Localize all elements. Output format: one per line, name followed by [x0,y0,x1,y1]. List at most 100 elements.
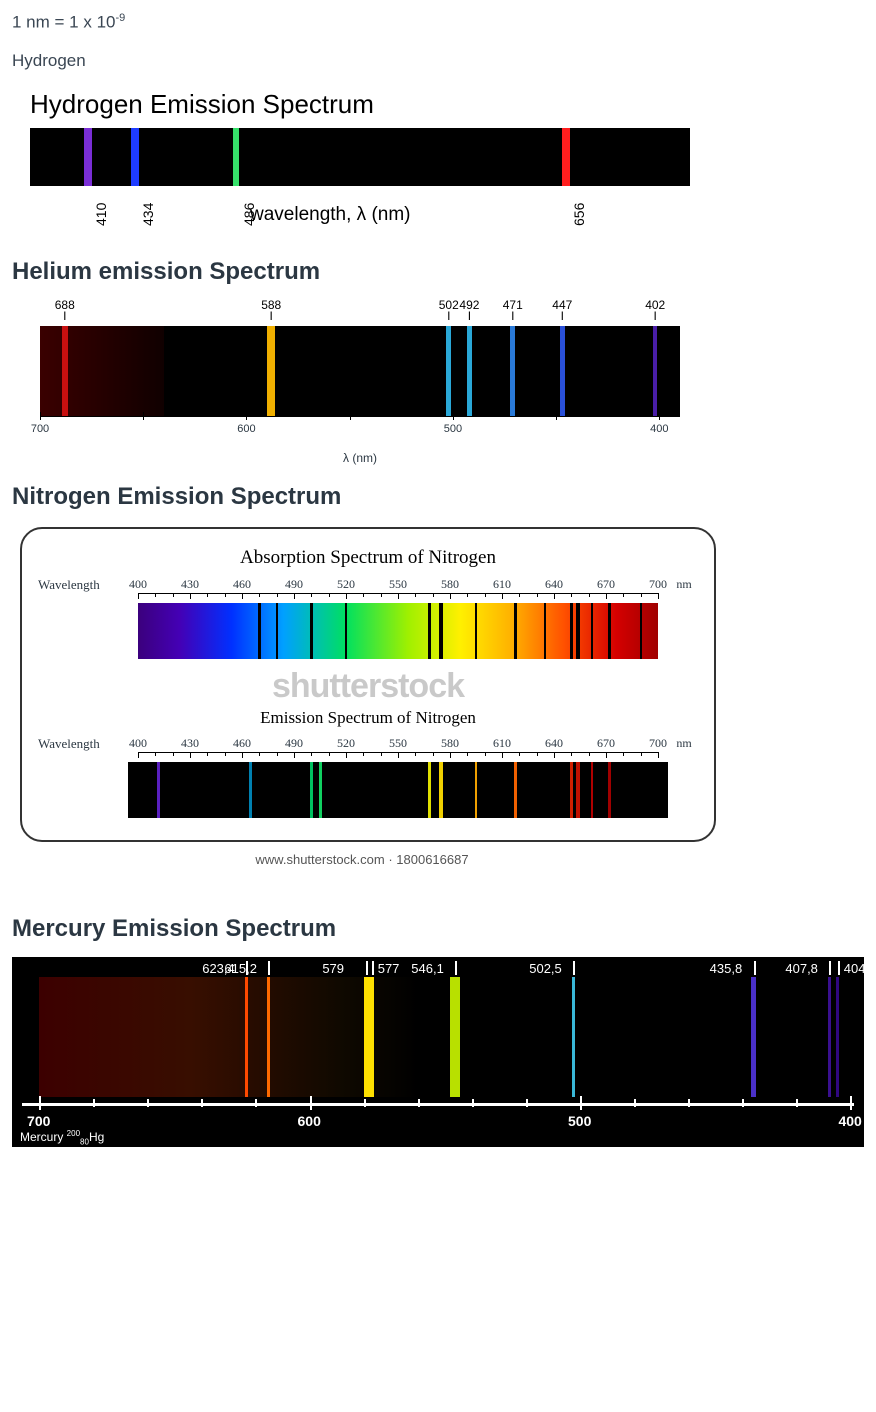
mercury-axis-label-400: 400 [838,1113,861,1129]
mercury-top-tick [838,961,840,975]
n-ruler-tick [433,752,434,756]
n-abs-line-690 [640,603,642,659]
n-ruler-tick [519,752,520,756]
helium-top-label-688: 688I [50,298,80,320]
n-ruler-tick [138,752,139,758]
mercury-axis-label-600: 600 [298,1113,321,1129]
n-abs-line-480 [276,603,278,659]
n-abs-line-575 [439,603,443,659]
n-ruler-tick [658,752,659,758]
mercury-top-tick [573,961,575,975]
n-em-line-575 [439,762,443,818]
n-ruler-tick [346,593,347,599]
helium-tick [659,412,660,420]
helium-axis-label-400: 400 [650,423,668,435]
mercury-top-tick [268,961,270,975]
helium-tick [350,412,351,420]
n-ruler-tick [138,593,139,599]
n-abs-line-520 [345,603,347,659]
hydrogen-wavelength-labels: wavelength, λ (nm) 410434486656 [30,192,690,240]
n-em-line-465 [249,762,252,818]
n-em-line-662 [591,762,593,818]
cover [38,762,128,818]
mercury-axis-tick [526,1099,528,1107]
n-em-line-500 [310,762,313,818]
mercury-title: Mercury Emission Spectrum [12,915,864,943]
unit-definition: 1 nm = 1 x 10-9 [12,12,864,33]
mercury-top-tick [754,961,756,975]
n-tick-670: 670 [597,736,615,751]
n-tick-460: 460 [233,736,251,751]
n-tick-430: 430 [181,577,199,592]
n-ruler-tick [450,593,451,599]
n-ruler-tick [589,593,590,597]
helium-axis-label: λ (nm) [20,451,700,465]
mercury-axis-tick [580,1096,582,1110]
hydrogen-label-410: 410 [93,202,109,225]
n-em-outer [38,762,698,818]
mercury-axis-tick [255,1099,257,1107]
mercury-axis-tick [796,1099,798,1107]
helium-line-688 [62,326,68,416]
n-em-line-568 [428,762,431,818]
n-ruler-tick [433,593,434,597]
helium-top-label-447: 447I [547,298,577,320]
n-ruler-tick [450,752,451,758]
n-ruler-tick [259,752,260,756]
mercury-top-label-502,5: 502,5 [529,961,562,976]
n-tick-550: 550 [389,577,407,592]
nitrogen-absorption-band [38,603,698,659]
n-abs-line-650 [570,603,573,659]
n-ruler-tick [259,593,260,597]
n-tick-520: 520 [337,736,355,751]
mercury-line-623.4 [245,977,248,1097]
helium-axis-label-600: 600 [237,423,255,435]
n-ruler-tick [242,593,243,599]
hydrogen-label-486: 486 [241,202,257,225]
n-ruler-tick [207,593,208,597]
helium-axis-label-500: 500 [444,423,462,435]
hydrogen-line-410 [84,128,92,186]
n-ruler-tick [571,752,572,756]
n-tick-400: 400 [129,577,147,592]
n-ruler-tick [190,593,191,599]
n-tick-640: 640 [545,736,563,751]
helium-top-label-471: 471I [498,298,528,320]
n-tick-610: 610 [493,736,511,751]
mercury-line-546.1 [450,977,460,1097]
n-ruler-tick [225,752,226,756]
n-ruler-tick [519,593,520,597]
n-ruler-tick [277,593,278,597]
mercury-axis-tick [147,1099,149,1107]
mercury-axis-tick [310,1096,312,1110]
n-em-line-618 [514,762,517,818]
helium-line-502 [446,326,451,416]
helium-tick [453,412,454,420]
n-tick-490: 490 [285,577,303,592]
hydrogen-spectrum-band [30,128,690,186]
helium-top-label-588: 588I [256,298,286,320]
cover [658,603,698,659]
hydrogen-title: Hydrogen Emission Spectrum [30,89,864,120]
n-ruler-tick [623,752,624,756]
helium-line-402 [653,326,657,416]
n-ruler-tick [173,752,174,756]
n-em-line-412 [157,762,160,818]
mercury-line-577 [369,977,374,1097]
n-abs-line-618 [514,603,517,659]
n-ruler-tick [398,593,399,599]
n-ruler-tick [554,593,555,599]
n-abs-line-568 [428,603,431,659]
hydrogen-line-486 [233,128,239,186]
helium-line-447 [560,326,565,416]
n-ruler-tick [571,593,572,597]
nitrogen-em-scale: Wavelength 40043046049052055058061064067… [38,736,698,752]
n-ruler-tick [502,593,503,599]
helium-line-588 [267,326,275,416]
hydrogen-line-434 [131,128,139,186]
mercury-axis-tick [39,1096,41,1110]
n-ruler-tick [242,752,243,758]
n-tick-490: 490 [285,736,303,751]
mercury-axis-tick [93,1099,95,1107]
mercury-axis-label-500: 500 [568,1113,591,1129]
